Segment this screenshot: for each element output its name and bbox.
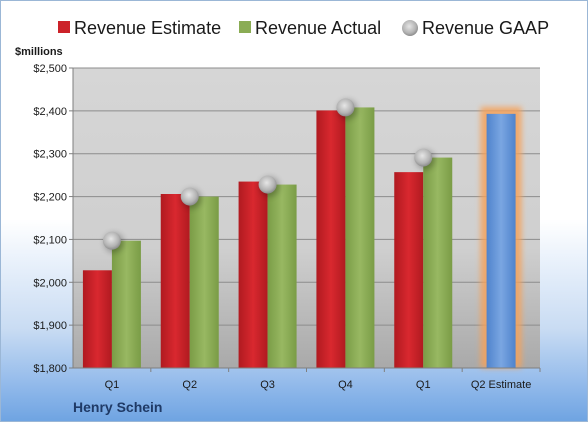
x-category-label: Q2 Estimate: [471, 379, 532, 391]
y-axis-unit-label: $millions: [15, 46, 63, 58]
gaap-marker: [414, 148, 433, 167]
plot-area: [73, 68, 540, 368]
company-name: Henry Schein: [73, 399, 162, 415]
x-category-label: Q2: [182, 379, 197, 391]
y-tick-label: $2,000: [33, 277, 67, 289]
y-tick-label: $2,500: [33, 63, 67, 75]
x-category-label: Q1: [105, 379, 120, 391]
gaap-marker: [180, 187, 199, 206]
bars: [82, 106, 522, 368]
gaap-marker: [258, 175, 277, 194]
y-axis-ticks: $1,800 $1,900 $2,000 $2,100 $2,200 $2,300 $2,4…: [33, 63, 73, 375]
bar-revenue-estimate: [316, 110, 346, 368]
bar-revenue-estimate: [82, 270, 112, 368]
y-tick-label: $2,400: [33, 106, 67, 118]
gridlines: [73, 67, 540, 369]
x-category-label: Q1: [416, 379, 431, 391]
bar-revenue-actual: [267, 184, 297, 368]
bar-revenue-estimate: [394, 172, 424, 368]
gaap-markers: [102, 98, 436, 253]
x-category-label: Q3: [260, 379, 275, 391]
x-category-label: Q4: [338, 379, 353, 391]
bar-revenue-actual: [111, 240, 141, 368]
y-tick-label: $2,100: [33, 234, 67, 246]
gaap-marker: [336, 98, 355, 117]
legend-label-actual: Revenue Actual: [255, 18, 381, 38]
y-tick-label: $1,800: [33, 363, 67, 375]
bar-revenue-estimate: [160, 194, 190, 368]
y-tick-label: $2,200: [33, 192, 67, 204]
gaap-marker: [102, 231, 121, 250]
bar-revenue-actual: [423, 157, 453, 368]
bar-revenue-estimate: [238, 181, 268, 368]
legend-label-gaap: Revenue GAAP: [422, 18, 549, 38]
bar-revenue-actual: [189, 196, 219, 368]
legend-swatch-gaap: [402, 20, 418, 36]
legend-label-estimate: Revenue Estimate: [74, 18, 221, 38]
legend-swatch-estimate: [58, 21, 70, 33]
legend-swatch-actual: [239, 21, 251, 33]
legend: Revenue Estimate Revenue Actual Revenue …: [58, 18, 549, 38]
y-tick-label: $1,900: [33, 320, 67, 332]
bar-q2-estimate: [486, 113, 516, 368]
bar-revenue-actual: [345, 107, 375, 368]
x-axis-categories: Q1 Q2 Q3 Q4 Q1 Q2 Estimate: [105, 368, 541, 391]
y-tick-label: $2,300: [33, 149, 67, 161]
